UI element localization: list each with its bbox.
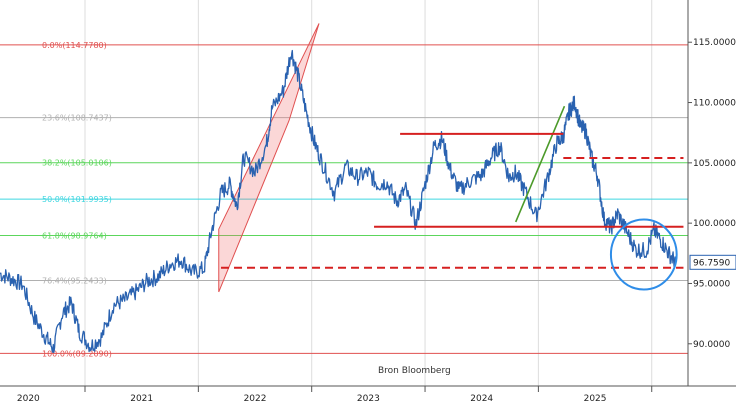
source-label: Bron Bloomberg [378,366,451,376]
last-value-label: 96.7590 [693,258,730,268]
x-tick-label-5: 2025 [584,394,607,404]
x-tick-label-2: 2022 [244,394,267,404]
highlight-ellipse [609,218,678,291]
trend-annotations [221,105,684,291]
y-tick-label-0: 90.0000 [693,340,730,350]
y-axis: 90.0000 95.0000 100.0000 105.0000 110.0000 11… [688,38,736,350]
price-series [0,49,677,353]
y-tick-label-3: 105.0000 [693,159,736,169]
channel-annotation [218,23,320,293]
green-trend-line [514,105,566,223]
fib-label-5: 76.4%(95.2433) [42,277,107,286]
fib-label-4: 61.8%(98.9764) [42,232,107,241]
x-tick-label-4: 2024 [470,394,493,404]
price-line [0,49,677,353]
last-value-tag: 96.7590 [689,254,736,270]
y-tick-label-2: 100.0000 [693,219,736,229]
fib-label-3: 50.0%(101.9935) [42,195,112,204]
fib-label-6: 100.0%(89.2090) [42,349,112,358]
last-value-box [689,254,736,270]
fib-label-1: 23.6%(108.7437) [42,114,112,123]
fib-label-2: 38.2%(105.0106) [42,159,112,168]
fib-grid [84,0,653,386]
y-tick-label-1: 95.0000 [693,279,730,289]
channel-band [218,23,320,293]
fib-levels: 0.0%(114.7780) 23.6%(108.7437) 38.2%(105.0… [0,41,688,358]
x-tick-label-1: 2021 [130,394,153,404]
x-tick-label-0: 2020 [17,394,40,404]
x-axis: 2020 2021 2022 2023 2024 2025 [17,386,653,404]
y-tick-label-5: 115.0000 [693,38,736,48]
x-tick-label-3: 2023 [357,394,380,404]
fib-label-0: 0.0%(114.7780) [42,41,107,50]
plot-background [0,0,688,386]
y-tick-label-4: 110.0000 [693,99,736,109]
